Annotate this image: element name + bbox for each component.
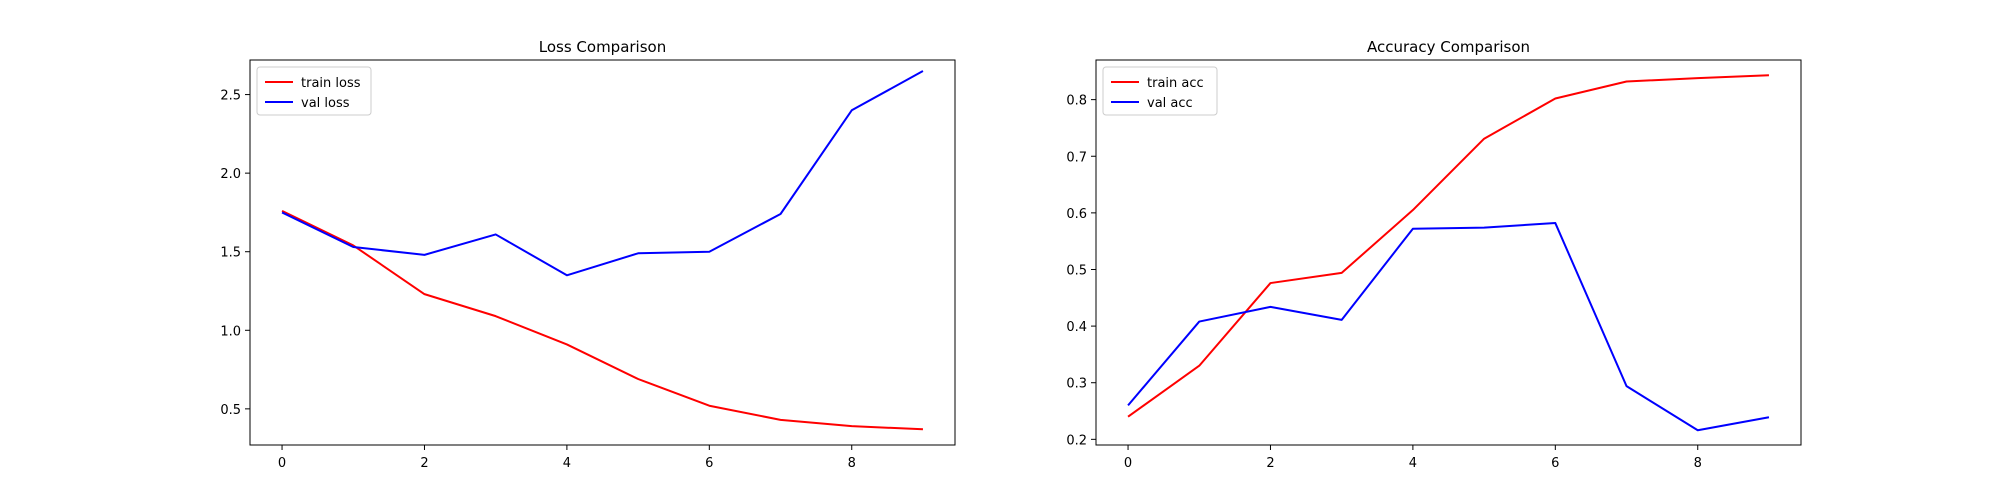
loss-axes-frame [249,59,956,446]
loss-y-tick-label: 1.5 [220,246,241,261]
loss-legend-label: train loss [301,76,361,91]
accuracy-y-tick-label: 0.7 [1066,150,1087,165]
accuracy-x-tick-label: 6 [1551,456,1559,471]
accuracy-chart-title: Accuracy Comparison [1367,38,1530,56]
accuracy-series-train-acc-line [1127,74,1769,418]
accuracy-y-tick-label: 0.3 [1066,377,1087,392]
loss-y-tick-label: 2.0 [220,167,241,182]
accuracy-y-tick-label: 0.6 [1066,207,1087,222]
loss-y-tick-label: 0.5 [220,403,241,418]
accuracy-series-val-acc-line [1127,222,1770,432]
loss-comparison-chart: Loss Comparison 0 2 4 6 8 0.5 1.0 1.5 2.0 2.5 train… [220,38,956,471]
loss-x-tick-label: 8 [848,456,856,471]
accuracy-legend-label: train acc [1147,76,1204,91]
accuracy-x-tick-label: 8 [1694,456,1702,471]
loss-series-val-loss-line [281,70,924,277]
loss-y-tick-label: 1.0 [220,324,241,339]
accuracy-x-tick-label: 4 [1409,456,1417,471]
accuracy-x-tick-label: 2 [1266,456,1274,471]
loss-x-tick-label: 4 [563,456,571,471]
accuracy-legend-label: val acc [1147,96,1193,111]
loss-x-tick-label: 6 [705,456,713,471]
loss-x-tick-label: 2 [420,456,428,471]
loss-legend: train loss val loss [256,66,372,116]
loss-series-train-loss-line [281,209,923,431]
loss-chart-title: Loss Comparison [539,38,666,56]
accuracy-y-tick-label: 0.2 [1066,433,1087,448]
accuracy-y-tick-label: 0.5 [1066,263,1087,278]
accuracy-comparison-chart: Accuracy Comparison 0 2 4 6 8 0.2 0.3 0.4 0.5 0.6 0… [1066,38,1802,471]
accuracy-y-tick-label: 0.4 [1066,320,1087,335]
accuracy-y-tick-label: 0.8 [1066,94,1087,109]
loss-x-tick-label: 0 [278,456,286,471]
loss-legend-label: val loss [301,96,350,111]
accuracy-legend: train acc val acc [1102,66,1218,116]
accuracy-x-tick-label: 0 [1124,456,1132,471]
loss-y-tick-label: 2.5 [220,89,241,104]
accuracy-axes-frame [1095,59,1802,446]
